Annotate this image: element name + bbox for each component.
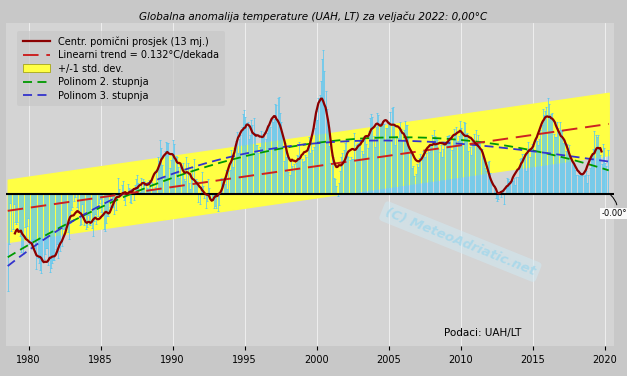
Legend: Centr. pomični prosjek (13 mj.), Linearni trend = 0.132°C/dekada, +/-1 std. dev.: Centr. pomični prosjek (13 mj.), Linearn… xyxy=(17,31,225,106)
Text: Podaci: UAH/LT: Podaci: UAH/LT xyxy=(444,328,522,338)
Text: (C) MeteoAdriatic.net: (C) MeteoAdriatic.net xyxy=(383,205,537,278)
Text: -0.00°C: -0.00°C xyxy=(601,195,627,218)
Text: Globalna anomalija temperature (UAH, LT) za veljaču 2022: 0,00°C: Globalna anomalija temperature (UAH, LT)… xyxy=(139,11,488,22)
